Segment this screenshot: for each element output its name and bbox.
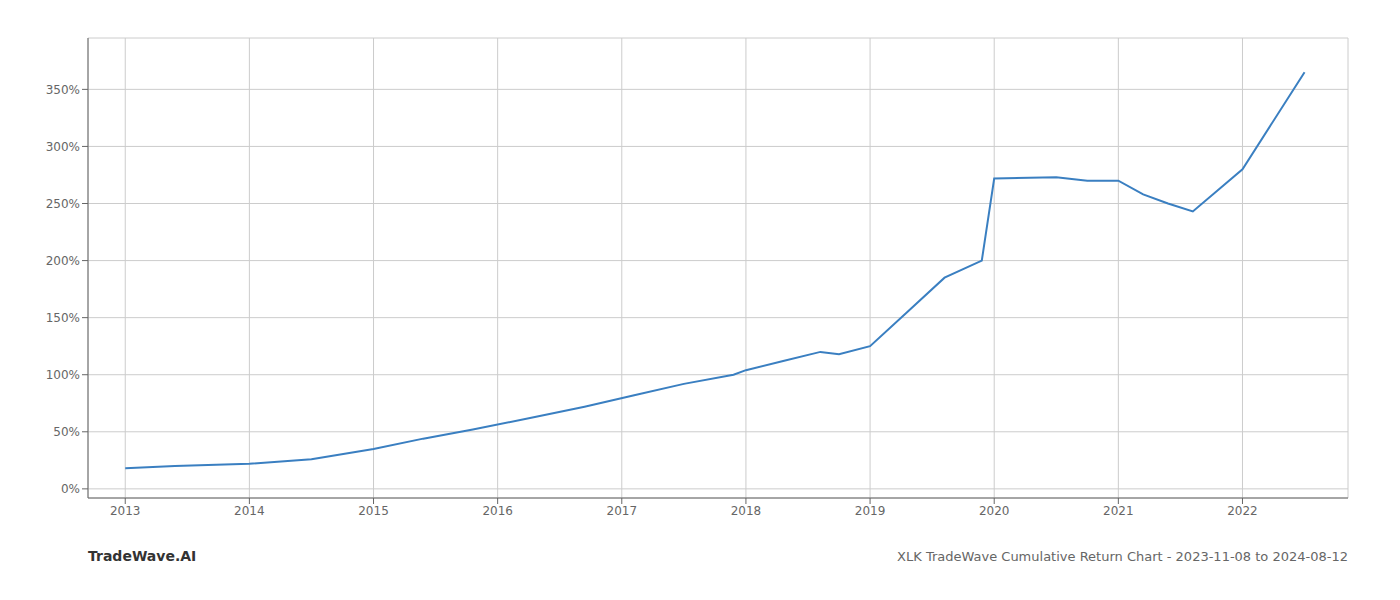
svg-text:2019: 2019 (855, 504, 886, 518)
svg-text:2016: 2016 (482, 504, 513, 518)
html-text:TradeWave.AI: TradeWave.AI (88, 548, 197, 564)
svg-text:2020: 2020 (979, 504, 1010, 518)
svg-text:2021: 2021 (1103, 504, 1134, 518)
svg-text:0%: 0% (61, 482, 80, 496)
svg-text:200%: 200% (46, 254, 80, 268)
svg-text:2017: 2017 (607, 504, 638, 518)
svg-text:300%: 300% (46, 140, 80, 154)
html-text:XLK TradeWave Cumulative Retur: XLK TradeWave Cumulative Return Chart - … (897, 549, 1348, 564)
svg-text:150%: 150% (46, 311, 80, 325)
svg-text:2018: 2018 (731, 504, 762, 518)
svg-text:2022: 2022 (1227, 504, 1258, 518)
svg-text:2014: 2014 (234, 504, 265, 518)
svg-text:50%: 50% (53, 425, 80, 439)
svg-text:2013: 2013 (110, 504, 141, 518)
svg-text:100%: 100% (46, 368, 80, 382)
svg-text:350%: 350% (46, 83, 80, 97)
svg-text:250%: 250% (46, 197, 80, 211)
svg-text:2015: 2015 (358, 504, 389, 518)
